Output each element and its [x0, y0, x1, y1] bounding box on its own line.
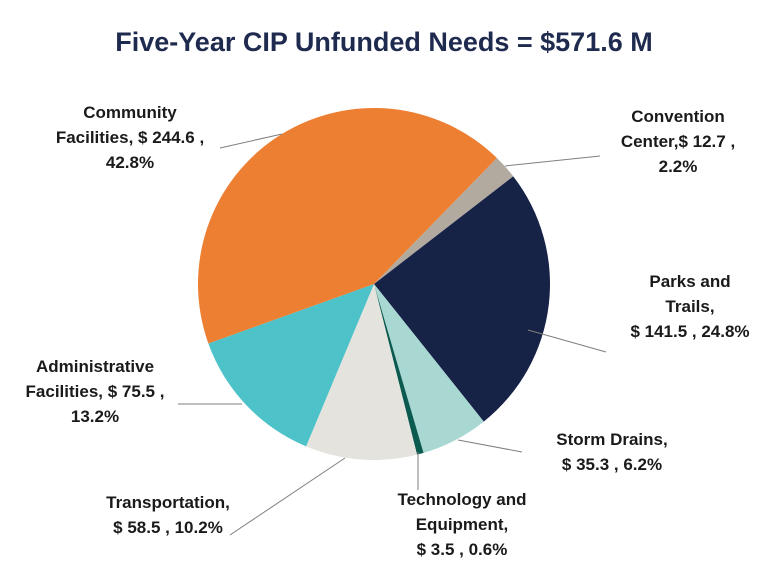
pie-slice-transportation [306, 284, 418, 460]
data-label: Community [83, 103, 177, 122]
data-label: $ 141.5 , 24.8% [630, 322, 749, 341]
data-label: 13.2% [71, 407, 119, 426]
pie-slice-parks-and-trails [374, 176, 550, 422]
leader-line [219, 133, 283, 149]
data-label: $ 35.3 , 6.2% [562, 455, 662, 474]
leader-line [527, 329, 607, 353]
pie-slice-community-facilities [198, 108, 497, 344]
leader-line [457, 439, 523, 453]
data-label: 42.8% [106, 153, 154, 172]
leader-line [229, 457, 346, 536]
pie-slice-technology-and-equipment [374, 284, 424, 455]
data-label: 2.2% [659, 157, 698, 176]
data-label: Center,$ 12.7 , [621, 132, 735, 151]
data-label: Facilities, $ 244.6 , [56, 128, 204, 147]
chart-title: Five-Year CIP Unfunded Needs = $571.6 M [115, 27, 652, 57]
data-label: Parks and [649, 272, 730, 291]
data-label: Administrative [36, 357, 154, 376]
leader-line [504, 155, 601, 167]
pie-slice-administrative-facilities [208, 284, 374, 447]
data-label: Trails, [665, 297, 714, 316]
data-label: Convention [631, 107, 725, 126]
data-label: Transportation, [106, 493, 230, 512]
data-label: Technology and [397, 490, 526, 509]
data-label: $ 3.5 , 0.6% [417, 540, 508, 559]
data-label: Facilities, $ 75.5 , [26, 382, 165, 401]
pie-slice-convention-center [374, 158, 514, 284]
data-label: Storm Drains, [556, 430, 667, 449]
pie-slice-storm-drains [374, 284, 484, 453]
data-label: $ 58.5 , 10.2% [113, 518, 223, 537]
data-label: Equipment, [416, 515, 509, 534]
